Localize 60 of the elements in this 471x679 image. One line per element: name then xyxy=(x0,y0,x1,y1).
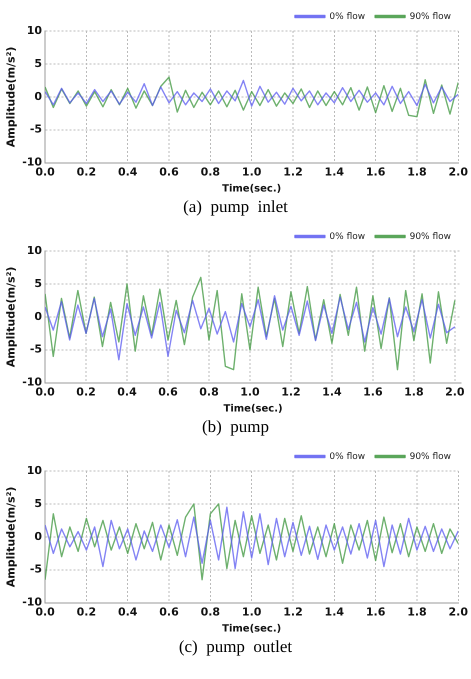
x-tick-label: 0.4 xyxy=(117,385,138,398)
x-tick-label: 1.6 xyxy=(363,385,383,398)
x-tick-label: 2.0 xyxy=(445,385,465,398)
y-axis-title: Amplitude(m/s²) xyxy=(4,266,18,368)
x-tick-label: 0.4 xyxy=(118,605,138,618)
x-axis-title: Time(sec.) xyxy=(222,184,282,195)
legend-label: 90% flow xyxy=(410,12,452,22)
y-tick-label: 5 xyxy=(34,276,42,290)
legend-label: 90% flow xyxy=(410,452,452,462)
y-tick-label: 5 xyxy=(34,496,42,510)
text: (a) pump inlet xyxy=(182,196,289,218)
x-tick-label: 0.4 xyxy=(118,165,138,178)
x-tick-label: 0.0 xyxy=(35,605,56,618)
x-tick-label: 0.6 xyxy=(158,385,178,398)
y-axis-title: Amplitude(m/s²) xyxy=(4,486,18,588)
x-tick-label: 1.6 xyxy=(366,605,386,618)
x-tick-label: 0.8 xyxy=(200,605,220,618)
x-tick-label: 0.2 xyxy=(76,385,96,398)
y-tick-label: -5 xyxy=(30,562,42,576)
x-tick-label: 1.8 xyxy=(407,165,427,178)
x-tick-label: 2.0 xyxy=(448,165,468,178)
y-tick-label: -5 xyxy=(30,342,42,356)
x-tick-label: 2.0 xyxy=(448,605,468,618)
y-tick-label: 0 xyxy=(34,90,42,103)
legend-label: 0% flow xyxy=(329,12,366,22)
y-tick-label: 10 xyxy=(26,244,42,257)
x-tick-label: 1.0 xyxy=(242,605,262,618)
x-tick-label: 1.2 xyxy=(283,165,303,178)
x-tick-label: 1.6 xyxy=(366,165,386,178)
x-tick-label: 1.4 xyxy=(324,605,344,618)
text: (c) pump outlet xyxy=(178,636,294,658)
y-tick-label: 0 xyxy=(34,310,42,323)
y-axis-title: Amplitude(m/s²) xyxy=(4,46,18,148)
legend-label: 90% flow xyxy=(410,232,452,242)
x-tick-label: 1.8 xyxy=(404,385,424,398)
x-tick-label: 0.8 xyxy=(200,165,220,178)
x-tick-label: 1.8 xyxy=(407,605,427,618)
y-tick-label: 5 xyxy=(34,56,42,70)
y-tick-label: -5 xyxy=(30,122,42,136)
x-tick-label: 1.2 xyxy=(283,605,303,618)
x-tick-label: 1.0 xyxy=(242,165,262,178)
x-tick-label: 0.8 xyxy=(199,385,219,398)
y-tick-label: 10 xyxy=(26,24,42,37)
x-axis-title: Time(sec.) xyxy=(224,404,283,415)
x-tick-label: 0.6 xyxy=(159,605,180,618)
text: (b) pump xyxy=(200,416,270,438)
x-tick-label: 1.4 xyxy=(324,165,344,178)
x-tick-label: 1.0 xyxy=(240,385,260,398)
x-tick-label: 0.6 xyxy=(159,165,180,178)
x-tick-label: 0.0 xyxy=(35,385,56,398)
x-axis-title: Time(sec.) xyxy=(222,624,282,635)
x-tick-label: 1.4 xyxy=(322,385,342,398)
y-tick-label: 0 xyxy=(34,530,42,543)
x-tick-label: 0.2 xyxy=(76,165,96,178)
x-tick-label: 0.2 xyxy=(76,605,96,618)
x-tick-label: 0.0 xyxy=(35,165,56,178)
legend-label: 0% flow xyxy=(329,232,366,242)
y-tick-label: 10 xyxy=(26,464,42,477)
legend-label: 0% flow xyxy=(329,452,366,462)
x-tick-label: 1.2 xyxy=(281,385,301,398)
